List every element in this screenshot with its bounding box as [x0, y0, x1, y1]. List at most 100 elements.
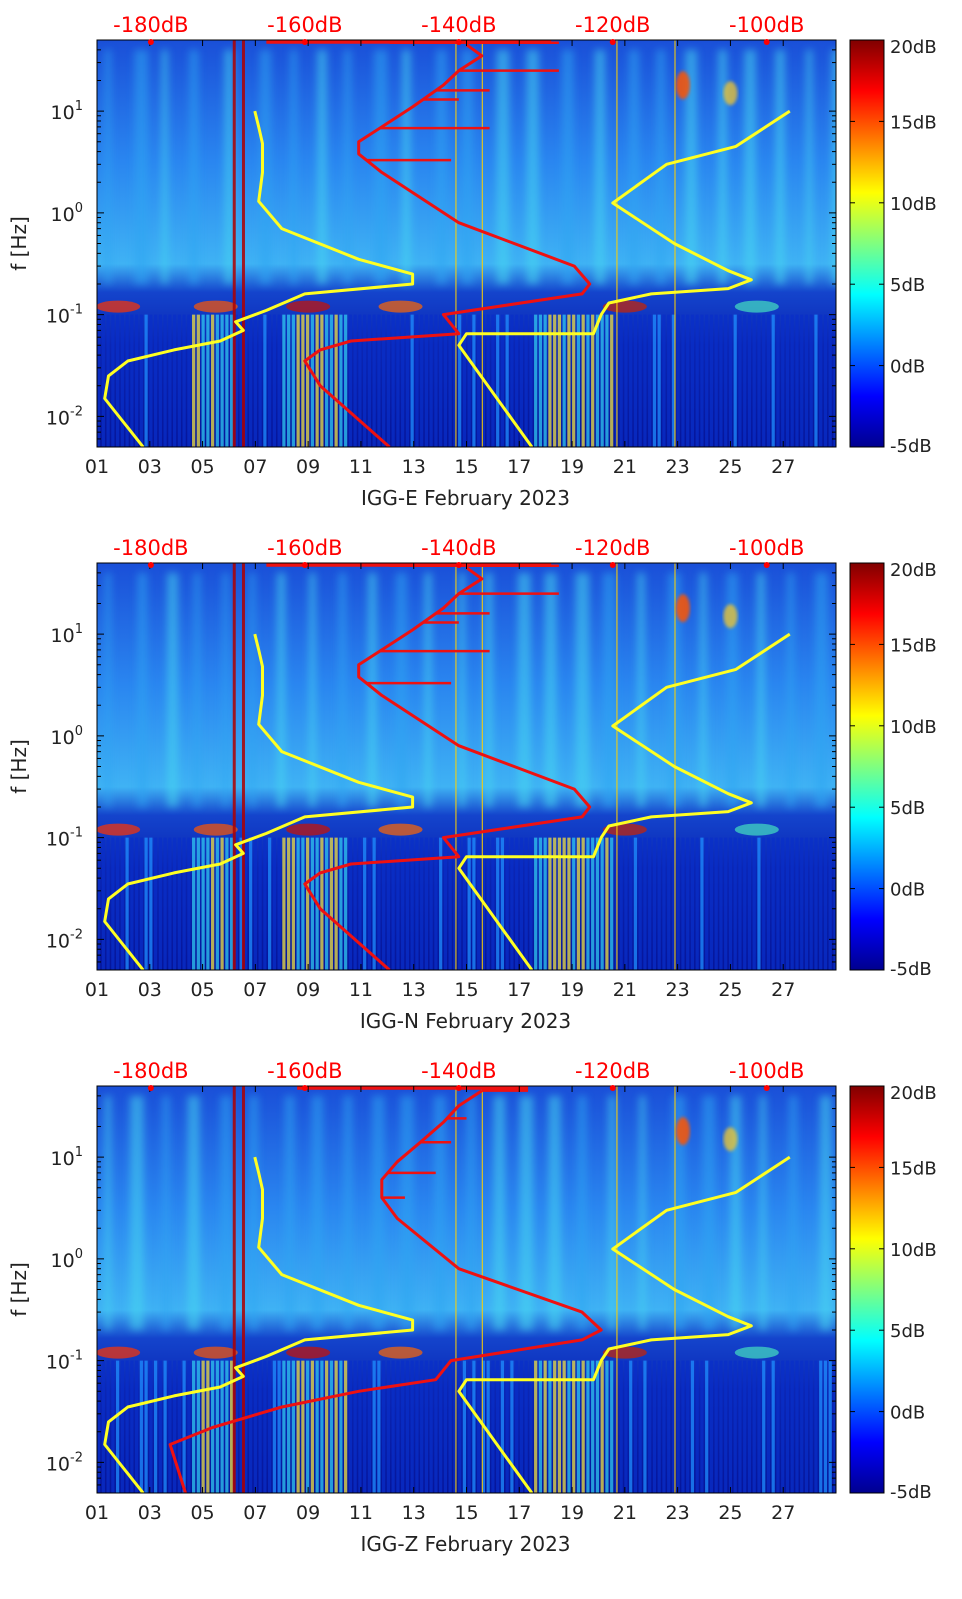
lowfreq-column: [766, 1360, 771, 1493]
lowfreq-column: [448, 837, 452, 970]
lowfreq-column: [505, 1360, 509, 1493]
lowfreq-column: [671, 1360, 676, 1493]
lowfreq-column: [301, 1360, 305, 1493]
y-tick-label: 100: [51, 201, 83, 226]
heatmap-streaks: [104, 49, 836, 284]
lowfreq-column: [234, 837, 238, 970]
lowfreq-column: [372, 1360, 376, 1493]
psd-median-curve: [168, 1089, 603, 1493]
lowfreq-column: [828, 837, 832, 970]
lowfreq-column: [557, 314, 562, 447]
lowfreq-column: [310, 837, 314, 970]
colorbar: [849, 562, 885, 971]
lowfreq-column: [529, 314, 533, 447]
lowfreq-column: [268, 837, 272, 970]
lowfreq-column: [814, 1360, 818, 1493]
lowfreq-column: [230, 1360, 234, 1493]
lowfreq-column: [795, 837, 799, 970]
x-tick-label: 27: [771, 456, 795, 478]
top-db-label: -100dB: [729, 1059, 804, 1083]
heatmap-streaks: [104, 572, 828, 807]
x-tick-label: 23: [666, 979, 690, 1001]
x-tick-label: 07: [243, 456, 267, 478]
lowfreq-column: [339, 314, 343, 447]
lowfreq-column: [291, 837, 295, 970]
lowfreq-column: [581, 314, 585, 447]
colorbar-label: 20dB: [890, 1083, 937, 1104]
lowfreq-column: [163, 1360, 167, 1493]
lowfreq-column: [733, 837, 737, 970]
lowfreq-column: [776, 837, 780, 970]
lowfreq-column: [486, 1360, 490, 1493]
lowfreq-column: [253, 837, 257, 970]
lowfreq-column: [781, 1360, 785, 1493]
lowfreq-column: [814, 314, 818, 447]
lowfreq-column: [600, 837, 604, 970]
lowfreq-column: [443, 1360, 448, 1493]
lowfreq-column: [187, 314, 191, 447]
lowfreq-column: [348, 314, 352, 447]
lowfreq-column: [177, 314, 181, 447]
top-db-label: -120dB: [575, 1059, 650, 1083]
top-db-label: -180dB: [113, 536, 188, 560]
lowfreq-column: [553, 314, 557, 447]
lowfreq-column: [163, 837, 167, 970]
lowfreq-column: [657, 837, 661, 970]
lowfreq-column: [800, 1360, 804, 1493]
lowfreq-column: [809, 837, 813, 970]
microseism-hotspot: [193, 823, 238, 836]
lowfreq-column: [268, 1360, 272, 1493]
lowfreq-column: [462, 314, 467, 447]
lowfreq-column: [329, 837, 333, 970]
lowfreq-column: [282, 837, 286, 970]
colorbar-label: 15dB: [890, 1158, 937, 1179]
lowfreq-column: [534, 837, 538, 970]
top-db-tick: [609, 562, 616, 568]
lowfreq-column: [681, 1360, 685, 1493]
lowfreq-column: [743, 837, 747, 970]
x-tick-label: 19: [560, 456, 584, 478]
lowfreq-column: [762, 314, 766, 447]
x-tick-label: 17: [507, 456, 531, 478]
lowfreq-column: [249, 314, 253, 447]
lowfreq-column: [401, 1360, 405, 1493]
lowfreq-column: [819, 1360, 823, 1493]
lowfreq-column: [367, 837, 371, 970]
colorbar-label: 5dB: [890, 1321, 925, 1342]
lowfreq-column: [448, 314, 452, 447]
lowfreq-column: [401, 314, 405, 447]
lowfreq-column: [491, 837, 495, 970]
lowfreq-column: [258, 314, 262, 447]
lowfreq-column: [477, 314, 481, 447]
lowfreq-column: [662, 314, 666, 447]
lowfreq-column: [462, 837, 467, 970]
lowfreq-column: [790, 1360, 794, 1493]
lowfreq-column: [676, 314, 680, 447]
lowfreq-column: [320, 837, 324, 970]
psd-median-curve: [303, 566, 592, 970]
lowfreq-column: [595, 837, 600, 970]
lowfreq-column: [633, 837, 638, 970]
x-tick-label: 27: [771, 979, 795, 1001]
lowfreq-column: [524, 314, 528, 447]
event-spot: [675, 71, 690, 100]
lowfreq-column: [244, 837, 248, 970]
lowfreq-column: [823, 314, 828, 447]
lowfreq-column: [586, 1360, 590, 1493]
lowfreq-column: [657, 1360, 661, 1493]
lowfreq-column: [429, 314, 433, 447]
lowfreq-column: [239, 837, 243, 970]
microseism-hotspot: [602, 1346, 647, 1359]
lowfreq-column: [325, 837, 329, 970]
lowfreq-column: [576, 837, 581, 970]
lowfreq-column: [491, 314, 495, 447]
lowfreq-column: [310, 314, 314, 447]
lowfreq-column: [410, 837, 414, 970]
x-tick-label: 11: [349, 1502, 373, 1524]
lowfreq-column: [662, 1360, 666, 1493]
lowfreq-column: [776, 314, 780, 447]
lowfreq-column: [296, 314, 300, 447]
lowfreq-column: [543, 314, 547, 447]
lowfreq-column: [173, 1360, 177, 1493]
lowfreq-column: [182, 1360, 186, 1493]
